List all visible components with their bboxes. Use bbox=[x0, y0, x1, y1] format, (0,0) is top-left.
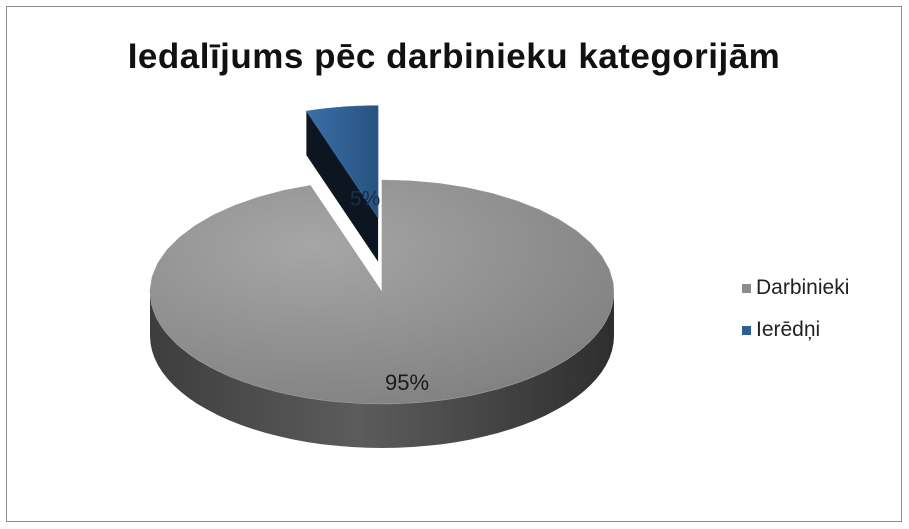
pie-slice-wall-ierdi bbox=[306, 111, 379, 262]
legend: Darbinieki Ierēdņi bbox=[742, 267, 849, 351]
legend-item-darbinieki: Darbinieki bbox=[742, 267, 849, 309]
chart-title: Iedalījums pēc darbinieku kategorijām bbox=[127, 37, 781, 76]
legend-label-darbinieki: Darbinieki bbox=[756, 276, 850, 299]
legend-swatch-ieredni bbox=[742, 325, 751, 335]
legend-swatch-darbinieki bbox=[742, 283, 751, 293]
legend-label-ieredni: Ierēdņi bbox=[756, 318, 821, 341]
legend-item-ieredni: Ierēdņi bbox=[742, 309, 849, 351]
pie-slice-side-darbinieki bbox=[150, 292, 614, 448]
pie-chart: 95% 5% bbox=[149, 105, 615, 448]
chart-frame: Iedalījums pēc darbinieku kategorijām 95… bbox=[6, 6, 902, 522]
pie-slice-darbinieki bbox=[149, 179, 615, 405]
data-label-ierdi: 5% bbox=[350, 188, 380, 211]
pie-slice-ierdi bbox=[305, 105, 379, 219]
data-label-darbinieki: 95% bbox=[385, 370, 429, 395]
